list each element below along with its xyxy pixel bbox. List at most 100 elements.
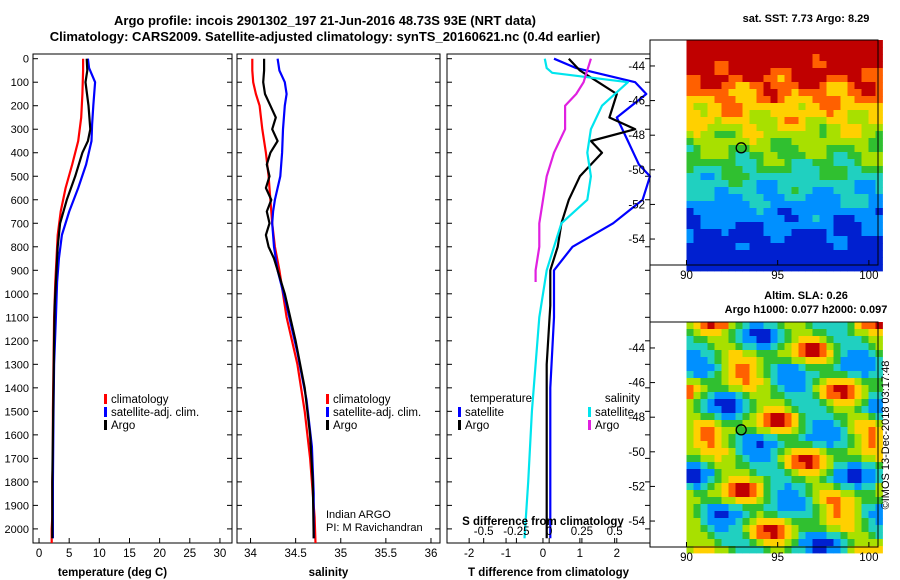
map-x-tick-label: 90 xyxy=(680,552,693,564)
map-cell xyxy=(854,68,862,76)
map-cell xyxy=(812,413,820,421)
map-cell xyxy=(840,201,848,209)
map-cell xyxy=(805,236,813,244)
map-cell xyxy=(861,264,869,272)
map-cell xyxy=(791,75,799,83)
map-cell xyxy=(763,187,771,195)
map-cell xyxy=(847,406,855,414)
map-cell xyxy=(693,138,701,146)
map-cell xyxy=(756,490,764,498)
map-cell xyxy=(833,250,841,258)
map-cell xyxy=(812,47,820,55)
map-cell xyxy=(707,476,715,484)
map-cell xyxy=(742,103,750,111)
map-cell xyxy=(819,343,827,351)
map-cell xyxy=(686,413,694,421)
map-cell xyxy=(721,250,729,258)
map-cell xyxy=(819,483,827,491)
depth-tick-label: 400 xyxy=(11,148,29,160)
map-cell xyxy=(826,222,834,230)
map-cell xyxy=(840,103,848,111)
map-cell xyxy=(784,96,792,104)
map-cell xyxy=(742,236,750,244)
map-cell xyxy=(749,406,757,414)
map-cell xyxy=(847,490,855,498)
map-cell xyxy=(819,54,827,62)
map-cell xyxy=(784,462,792,470)
map-cell xyxy=(791,378,799,386)
map-cell xyxy=(700,413,708,421)
map-cell xyxy=(763,350,771,358)
map-cell xyxy=(714,264,722,272)
map-cell xyxy=(749,539,757,547)
map-cell xyxy=(777,222,785,230)
map-cell xyxy=(812,427,820,435)
map-cell xyxy=(742,215,750,223)
map-cell xyxy=(854,173,862,181)
map-cell xyxy=(686,511,694,519)
map-cell xyxy=(861,357,869,365)
sla-map-title: Altim. SLA: 0.26 xyxy=(764,290,848,302)
map-cell xyxy=(784,236,792,244)
map-x-tick-label: 100 xyxy=(859,270,878,282)
map-cell xyxy=(777,131,785,139)
map-cell xyxy=(728,201,736,209)
map-cell xyxy=(777,82,785,90)
map-cell xyxy=(721,427,729,435)
map-cell xyxy=(847,469,855,477)
map-cell xyxy=(798,166,806,174)
map-cell xyxy=(875,448,883,456)
map-cell xyxy=(700,222,708,230)
map-cell xyxy=(868,250,876,258)
map-cell xyxy=(833,518,841,526)
map-cell xyxy=(805,420,813,428)
map-cell xyxy=(812,455,820,463)
map-cell xyxy=(819,131,827,139)
map-cell xyxy=(763,539,771,547)
map-cell xyxy=(735,110,743,118)
map-cell xyxy=(700,208,708,216)
sla-map-subtitle: Argo h1000: 0.077 h2000: 0.097 xyxy=(724,304,888,316)
depth-tick-label: 200 xyxy=(11,101,29,113)
map-cell xyxy=(868,406,876,414)
map-cell xyxy=(714,243,722,251)
map-cell xyxy=(798,131,806,139)
map-cell xyxy=(861,476,869,484)
map-cell xyxy=(749,399,757,407)
map-cell xyxy=(833,124,841,132)
map-cell xyxy=(861,257,869,265)
series-line-temperature-satellite xyxy=(549,57,652,539)
map-cell xyxy=(875,89,883,97)
map-cell xyxy=(735,532,743,540)
x-tick-label: -2 xyxy=(464,548,474,560)
map-cell xyxy=(777,257,785,265)
map-cell xyxy=(686,124,694,132)
map-cell xyxy=(819,518,827,526)
map-cell xyxy=(777,96,785,104)
map-cell xyxy=(756,236,764,244)
map-cell xyxy=(868,420,876,428)
map-cell xyxy=(735,392,743,400)
depth-tick-label: 300 xyxy=(11,124,29,136)
map-cell xyxy=(735,250,743,258)
map-cell xyxy=(875,532,883,540)
map-cell xyxy=(749,82,757,90)
map-cell xyxy=(749,546,757,554)
map-cell xyxy=(854,201,862,209)
map-cell xyxy=(742,518,750,526)
map-cell xyxy=(861,194,869,202)
map-cell xyxy=(749,222,757,230)
map-cell xyxy=(819,40,827,48)
map-cell xyxy=(728,511,736,519)
map-cell xyxy=(826,336,834,344)
map-cell xyxy=(868,322,876,330)
map-cell xyxy=(826,385,834,393)
map-cell xyxy=(728,159,736,167)
map-cell xyxy=(847,257,855,265)
secondary-x-axis-label: S difference from climatology xyxy=(462,516,624,528)
map-cell xyxy=(875,378,883,386)
map-cell xyxy=(784,145,792,153)
diff-temp-legend-swatch xyxy=(458,407,461,417)
map-cell xyxy=(714,89,722,97)
map-cell xyxy=(812,448,820,456)
